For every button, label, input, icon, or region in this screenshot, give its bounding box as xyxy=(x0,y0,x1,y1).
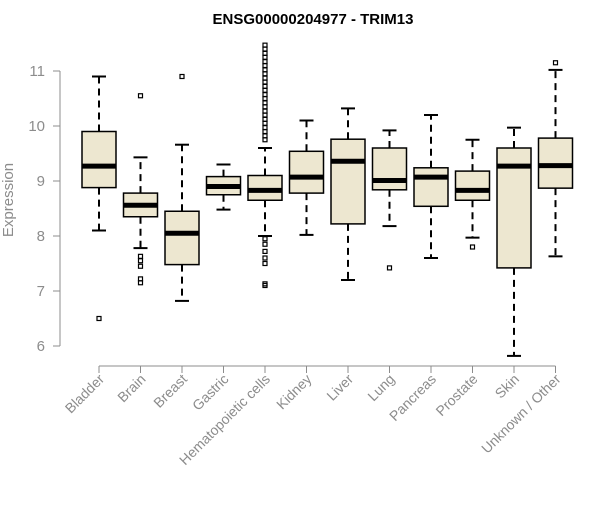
box-group xyxy=(205,163,242,211)
outlier-point xyxy=(262,79,268,85)
x-tick-label: Kidney xyxy=(273,371,315,413)
box-iqr xyxy=(413,167,449,208)
outlier-point xyxy=(262,62,268,69)
x-tick-label: Bladder xyxy=(62,371,108,417)
outlier-point xyxy=(262,87,268,93)
x-tick-label: Prostate xyxy=(432,371,480,419)
x-tick-label: Liver xyxy=(323,371,356,404)
outlier-point xyxy=(137,253,144,259)
x-tick-label: Breast xyxy=(150,371,190,411)
outlier-point xyxy=(262,241,268,247)
x-tick-label: Skin xyxy=(492,371,523,402)
box-group xyxy=(288,119,325,236)
box-group xyxy=(371,129,408,271)
outlier-point xyxy=(552,60,559,66)
box-iqr xyxy=(288,150,325,194)
box-iqr xyxy=(330,138,366,225)
box-iqr xyxy=(164,210,200,266)
x-tick-label: Unknown / Other xyxy=(478,371,564,457)
box-group xyxy=(496,126,532,357)
outlier-point xyxy=(262,137,268,143)
outlier-point xyxy=(262,54,268,60)
outlier-point xyxy=(262,112,268,118)
box-group xyxy=(247,42,283,289)
x-tick-label: Lung xyxy=(364,371,397,404)
outlier-point xyxy=(262,255,268,261)
outlier-point xyxy=(96,315,102,322)
outlier-point xyxy=(179,73,185,80)
outlier-point xyxy=(262,120,268,126)
y-tick-label: 9 xyxy=(37,173,45,190)
box-group xyxy=(537,60,574,258)
y-tick-label: 7 xyxy=(37,283,45,300)
outlier-point xyxy=(262,282,268,289)
outlier-point xyxy=(137,263,144,269)
boxes xyxy=(81,42,574,357)
outlier-point xyxy=(137,93,144,99)
outlier-point xyxy=(137,280,144,286)
x-tick-label: Brain xyxy=(114,371,148,405)
outlier-point xyxy=(262,46,268,52)
y-axis-label: Expression xyxy=(0,163,17,237)
outlier-point xyxy=(262,71,268,77)
box-iqr xyxy=(454,170,491,202)
box-group xyxy=(454,138,491,250)
chart-title: ENSG00000204977 - TRIM13 xyxy=(213,11,414,28)
box-iqr xyxy=(81,130,117,189)
outlier-point xyxy=(386,265,393,271)
box-iqr xyxy=(371,147,408,191)
outlier-point xyxy=(262,104,268,110)
box-group xyxy=(81,75,117,322)
box-group xyxy=(122,93,159,286)
y-tick-label: 10 xyxy=(28,118,45,135)
outlier-point xyxy=(262,95,268,102)
box-group xyxy=(413,114,449,259)
box-group xyxy=(330,107,366,281)
outlier-point xyxy=(469,244,476,250)
box-group xyxy=(164,73,200,302)
outlier-point xyxy=(262,236,268,242)
y-tick-label: 11 xyxy=(29,63,45,80)
y-tick-label: 6 xyxy=(37,338,45,355)
y-tick-label: 8 xyxy=(37,228,45,245)
outlier-point xyxy=(262,248,268,254)
outlier-point xyxy=(262,260,268,267)
outlier-point xyxy=(137,258,144,264)
